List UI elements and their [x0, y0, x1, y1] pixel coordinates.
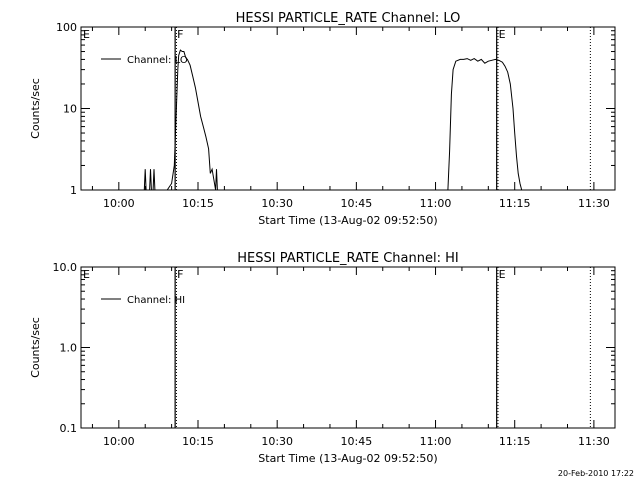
x-tick-label: 10:45: [341, 435, 373, 448]
x-tick-label: 10:15: [182, 197, 214, 210]
footer-timestamp: 20-Feb-2010 17:22: [557, 469, 634, 478]
x-tick-label: 11:30: [578, 435, 610, 448]
series-line: [143, 169, 156, 191]
x-tick-label: 10:30: [261, 197, 293, 210]
y-tick-label: 0.1: [60, 422, 78, 435]
y-tick-label: 1.0: [60, 342, 78, 355]
x-tick-label: 10:45: [341, 197, 373, 210]
x-tick-label: 11:00: [420, 435, 452, 448]
x-tick-label: 11:15: [499, 435, 531, 448]
y-tick-label: 10.0: [53, 261, 78, 274]
x-tick-label: 11:30: [578, 197, 610, 210]
y-tick-label: 1: [70, 184, 77, 197]
hi-channel-panel: HESSI PARTICLE_RATE Channel: HI Counts/se…: [29, 251, 616, 465]
lo-channel-panel: HESSI PARTICLE_RATE Channel: LO Counts/se…: [29, 11, 616, 227]
event-label: E: [83, 28, 90, 41]
series-line: [447, 58, 526, 191]
plot-frame: [80, 26, 616, 191]
x-tick-label: 10:00: [103, 435, 135, 448]
x-tick-label: 11:00: [420, 197, 452, 210]
series-line: [166, 49, 218, 191]
event-label: F: [177, 268, 183, 281]
plot-frame: [80, 266, 616, 429]
chart-title: HESSI PARTICLE_RATE Channel: HI: [237, 251, 458, 266]
event-label: F: [177, 28, 183, 41]
x-axis-label: Start Time (13-Aug-02 09:52:50): [258, 452, 437, 465]
event-label: E: [499, 268, 506, 281]
y-axis-label: Counts/sec: [29, 317, 42, 378]
legend-label: Channel: HI: [127, 295, 185, 306]
x-tick-label: 10:30: [261, 435, 293, 448]
legend-label: Channel: LO: [127, 55, 188, 66]
x-tick-label: 10:00: [103, 197, 135, 210]
event-label: E: [83, 268, 90, 281]
y-tick-label: 10: [63, 103, 77, 116]
chart-title: HESSI PARTICLE_RATE Channel: LO: [236, 11, 461, 26]
event-label: E: [499, 28, 506, 41]
y-tick-label: 100: [56, 21, 77, 34]
y-axis-label: Counts/sec: [29, 78, 42, 139]
x-tick-label: 11:15: [499, 197, 531, 210]
x-axis-label: Start Time (13-Aug-02 09:52:50): [258, 214, 437, 227]
x-tick-label: 10:15: [182, 435, 214, 448]
